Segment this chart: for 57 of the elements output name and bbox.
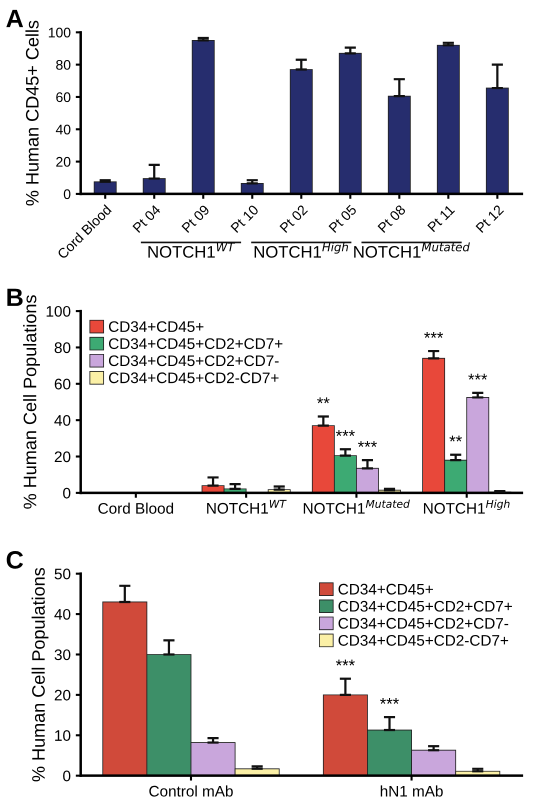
y-tick-label: 100 [46, 306, 70, 317]
y-tick-label: 40 [54, 415, 70, 426]
x-tick-label: Pt 09 [181, 204, 210, 233]
legend-label: CD34+CD45+CD2-CD7+ [338, 635, 508, 646]
x-tick-label: Pt 10 [230, 204, 260, 233]
data-label: *** [380, 698, 399, 704]
y-axis-title: % Human CD45+ Cells [25, 20, 39, 206]
legend-label: CD34+CD45+CD2+CD7+ [108, 338, 282, 350]
y-tick-label: 0 [64, 189, 70, 200]
y-tick-label: 100 [48, 28, 70, 38]
y-tick-label: 40 [56, 124, 70, 134]
x-tick-label: NOTCH1$^{Mutated}$ [304, 500, 410, 514]
x-tick-label: Pt 12 [475, 204, 504, 233]
text: NOTCH1$^{WT}$ [148, 242, 236, 258]
x-tick-label: Pt 11 [427, 204, 456, 232]
x-tick-label: Pt 02 [279, 204, 308, 233]
data-label: *** [336, 660, 355, 666]
text: NOTCH1$^{Mutated}$ [354, 242, 470, 258]
data-label: ** [449, 436, 462, 442]
y-tick-label: 10 [55, 730, 70, 741]
y-tick-label: 20 [54, 690, 70, 701]
legend-label: CD34+CD45+CD2+CD7- [338, 618, 508, 629]
data-label: ** [317, 397, 330, 404]
x-tick-label: Pt 08 [377, 204, 406, 233]
chart-title: B [7, 288, 23, 306]
x-tick-label: Pt 05 [328, 204, 358, 233]
y-tick-label: 30 [54, 649, 70, 660]
y-tick-label: 20 [54, 451, 70, 462]
legend-label: CD34+CD45+CD2+CD7- [108, 355, 279, 366]
legend-label: CD34+CD45+ [338, 584, 433, 595]
x-tick-label: NOTCH1$^{WT}$ [207, 500, 287, 514]
data-label: *** [424, 332, 444, 338]
y-tick-label: 0 [63, 770, 70, 782]
x-tick-label: NOTCH1$^{High}$ [424, 500, 510, 514]
y-axis-title: % Human Cell Populations [23, 295, 40, 509]
x-tick-label: Cord Blood [98, 502, 174, 514]
y-tick-label: 0 [63, 488, 70, 499]
chart-title: C [6, 551, 24, 569]
x-tick-label: Pt 04 [132, 204, 162, 233]
text: NOTCH1$^{High}$ [254, 242, 348, 258]
y-tick-label: 60 [54, 378, 70, 390]
legend-label: CD34+CD45+CD2+CD7+ [338, 600, 512, 612]
data-label: *** [336, 430, 355, 436]
chart-title: A [6, 10, 24, 28]
y-tick-label: 60 [56, 92, 70, 102]
legend-label: CD34+CD45+ [108, 321, 204, 332]
y-tick-label: 20 [56, 156, 70, 167]
y-tick-label: 80 [54, 342, 70, 354]
data-label: *** [358, 441, 377, 447]
y-tick-label: 80 [56, 60, 70, 70]
legend-label: CD34+CD45+CD2-CD7+ [108, 372, 279, 384]
y-axis-title: % Human Cell Populations [32, 568, 48, 782]
y-tick-label: 50 [54, 568, 70, 580]
x-tick-label: Control mAb [149, 785, 233, 797]
x-tick-label: hN1 mAb [380, 785, 443, 797]
data-label: *** [468, 374, 488, 380]
y-tick-label: 40 [54, 608, 70, 620]
